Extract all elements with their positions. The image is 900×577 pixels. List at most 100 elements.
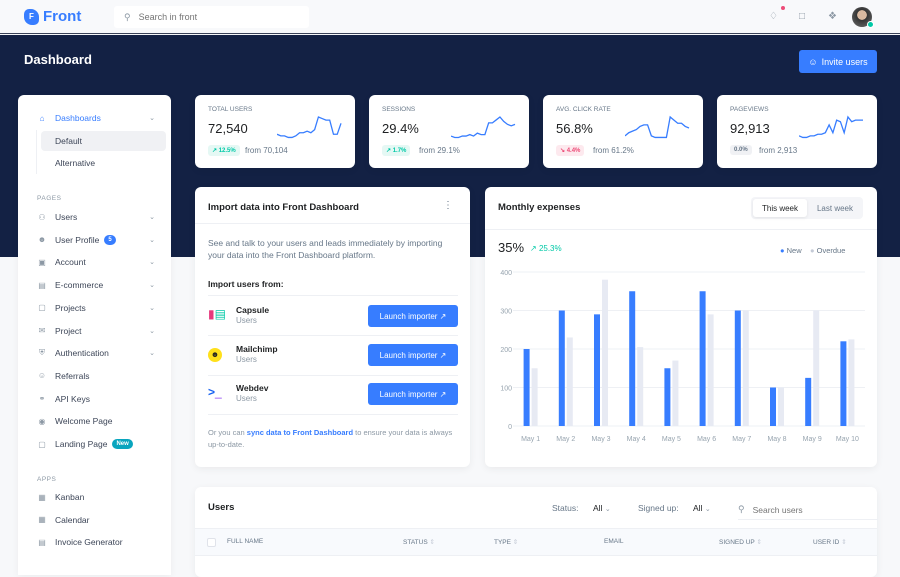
- user-plus-icon: ☺: [808, 56, 818, 67]
- column-header[interactable]: SIGNED UP ⇕: [719, 539, 762, 546]
- x-tick-label: May 10: [836, 436, 859, 443]
- signed-filter-select[interactable]: All ⌄: [693, 503, 711, 513]
- stat-value: 29.4%: [382, 121, 419, 136]
- sidebar-item-user-profile[interactable]: ☻ User Profile 5 ⌄: [37, 234, 155, 245]
- integration-name: Mailchimp: [236, 344, 278, 354]
- expenses-change: ↗ 25.3%: [530, 244, 562, 253]
- tab-this-week[interactable]: This week: [753, 199, 807, 217]
- box-icon: ▢: [38, 439, 46, 449]
- users-search[interactable]: ⚲: [738, 500, 878, 520]
- sidebar-item-projects[interactable]: ▢ Projects ⌄: [18, 298, 171, 318]
- mailchimp-logo: ☻: [208, 346, 222, 362]
- launch-importer-button[interactable]: Launch importer ↗: [368, 305, 458, 327]
- bar-new: [629, 291, 636, 426]
- stat-card: PAGEVIEWS 92,913 0.0% from 2,913: [717, 95, 877, 168]
- tab-last-week[interactable]: Last week: [809, 199, 861, 217]
- users-search-input[interactable]: [752, 504, 853, 515]
- launch-importer-button[interactable]: Launch importer ↗: [368, 383, 458, 405]
- chevron-down-icon: ⌄: [149, 304, 155, 312]
- integration-sub: Users: [236, 355, 257, 364]
- search-icon: ⚲: [738, 504, 745, 514]
- search-input[interactable]: [138, 12, 289, 22]
- sidebar-item-api-keys[interactable]: ⚭ API Keys: [18, 389, 171, 409]
- bar-new: [558, 310, 565, 426]
- y-tick-label: 0: [508, 424, 512, 431]
- sync-data-link[interactable]: sync data to Front Dashboard: [246, 428, 354, 437]
- chevron-down-icon: ⌄: [149, 327, 155, 335]
- bar-overdue: [566, 337, 573, 426]
- bar-new: [594, 314, 600, 426]
- import-title: Import data into Front Dashboard: [208, 202, 359, 213]
- sidebar-item-invoice-generator[interactable]: ▤ Invoice Generator: [18, 532, 171, 552]
- global-search[interactable]: ⚲: [114, 6, 309, 28]
- stat-label: PAGEVIEWS: [730, 106, 769, 113]
- stat-value: 92,913: [730, 121, 770, 136]
- sort-icon: ⇕: [756, 539, 762, 546]
- calendar-icon: ▦: [38, 515, 46, 525]
- sidebar-item-users[interactable]: ⚇ Users ⌄: [18, 207, 171, 227]
- sidebar-item-authentication[interactable]: ⛨ Authentication ⌄: [18, 343, 171, 363]
- integration-sub: Users: [236, 316, 257, 325]
- bar-overdue: [848, 339, 855, 426]
- integration-sub: Users: [236, 394, 257, 403]
- bar-new: [523, 349, 530, 426]
- stat-from: from 29.1%: [419, 146, 460, 155]
- x-tick-label: May 2: [556, 436, 575, 443]
- column-header[interactable]: EMAIL: [604, 538, 624, 545]
- bell-icon[interactable]: ♢: [769, 6, 785, 22]
- avatar[interactable]: [852, 7, 874, 28]
- sidebar-item-referrals[interactable]: ☺ Referrals: [37, 370, 90, 381]
- sidebar-item-project[interactable]: ✉ Project ⌄: [18, 321, 171, 341]
- users-card: Users Status: All ⌄ Signed up: All ⌄ ⚲: [195, 487, 878, 577]
- stat-card: TOTAL USERS 72,540 ↗ 12.5% from 70,104: [195, 95, 355, 168]
- select-all-checkbox[interactable]: [207, 538, 216, 547]
- column-header[interactable]: TYPE ⇕: [494, 539, 519, 546]
- webdev-logo: >_: [208, 385, 222, 399]
- bar-overdue: [813, 310, 820, 426]
- apps-icon[interactable]: ❖: [828, 11, 837, 22]
- activity-icon[interactable]: □: [799, 11, 806, 22]
- account-icon: ▣: [38, 257, 46, 267]
- sidebar-badge: 5: [104, 234, 116, 245]
- sidebar-item-kanban[interactable]: ▦ Kanban: [18, 487, 171, 507]
- x-tick-label: May 8: [767, 436, 786, 443]
- table-header: [195, 528, 877, 556]
- chevron-down-icon: ⌄: [149, 214, 155, 221]
- stat-value: 56.8%: [556, 121, 593, 136]
- sparkline: [277, 116, 342, 139]
- x-tick-label: May 4: [627, 436, 646, 443]
- trend-up-icon: ↗: [530, 244, 537, 253]
- more-vertical-icon[interactable]: ⋮: [443, 200, 453, 211]
- stat-label: SESSIONS: [382, 106, 416, 113]
- sidebar-item-e-commerce[interactable]: ▤ E-commerce ⌄: [18, 275, 171, 295]
- sidebar-sub-alternative[interactable]: Alternative: [55, 158, 96, 168]
- sidebar-item-landing-page[interactable]: ▢ Landing Page New: [18, 434, 171, 454]
- bar-new: [699, 291, 706, 426]
- chevron-down-icon: ⌄: [149, 282, 155, 290]
- y-tick-label: 200: [500, 347, 512, 354]
- status-filter-select[interactable]: All ⌄: [593, 503, 611, 513]
- bar-overdue: [672, 360, 679, 426]
- sidebar-item-calendar[interactable]: ▦ Calendar: [18, 510, 171, 530]
- pages-section-label: PAGES: [37, 195, 62, 202]
- capsule-logo: ▮▤: [208, 307, 226, 321]
- sidebar-item-dashboards[interactable]: ⌂ Dashboards ⌄: [18, 108, 171, 128]
- sidebar-sub-default[interactable]: Default: [41, 131, 166, 151]
- stat-change-badge: 0.0%: [730, 145, 752, 155]
- search-icon: ⚲: [124, 11, 131, 22]
- key-icon: ⚭: [38, 394, 46, 404]
- logo-mark: F: [24, 8, 39, 25]
- column-header[interactable]: STATUS ⇕: [403, 539, 435, 546]
- sidebar-item-welcome-page[interactable]: ◉ Welcome Page: [18, 411, 171, 431]
- column-header[interactable]: USER ID ⇕: [813, 539, 847, 546]
- launch-importer-button[interactable]: Launch importer ↗: [368, 344, 458, 366]
- logo[interactable]: F Front: [24, 8, 81, 25]
- column-header[interactable]: FULL NAME: [227, 538, 264, 545]
- apps-section-label: APPS: [37, 476, 57, 483]
- sidebar-item-account[interactable]: ▣ Account ⌄: [18, 252, 171, 272]
- y-tick-label: 100: [500, 386, 512, 393]
- stat-value: 72,540: [208, 121, 248, 136]
- invite-users-button[interactable]: ☺ Invite users: [799, 50, 877, 73]
- stat-change-badge: ↗ 12.5%: [208, 145, 240, 156]
- eye-icon: ◉: [38, 416, 46, 426]
